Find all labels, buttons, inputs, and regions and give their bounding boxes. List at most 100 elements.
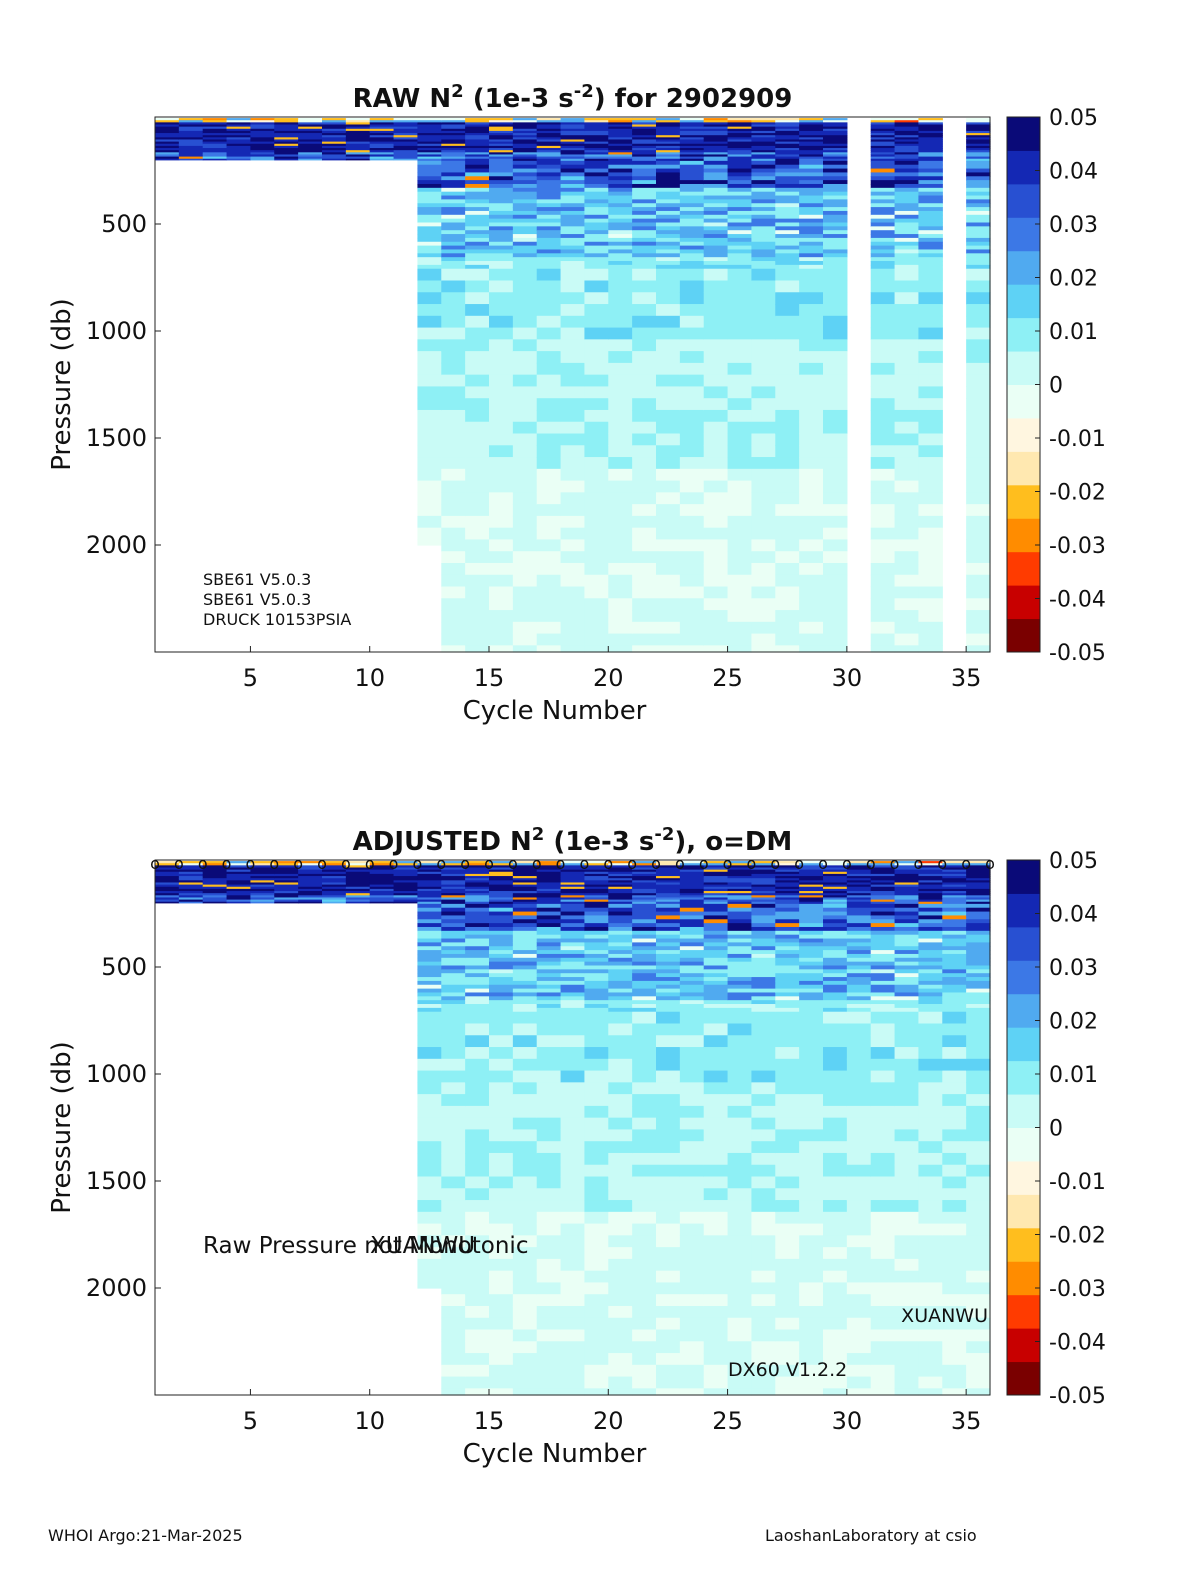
heatmap-cell [489,1058,514,1072]
heatmap-cell [918,261,943,266]
heatmap-cell [178,897,204,901]
heatmap-cell [632,953,657,959]
heatmap-cell [703,1117,729,1131]
heatmap-cell [489,915,514,920]
heatmap-cell [512,222,538,227]
heatmap-cell [823,264,848,270]
heatmap-cell [560,621,586,635]
heatmap-cell [608,969,633,974]
heatmap-cell [775,122,800,126]
heatmap-cell [608,339,633,352]
heatmap-cell [632,143,657,147]
heatmap-cell [918,1317,943,1331]
heatmap-cell [918,1164,943,1178]
heatmap-cell [966,1282,991,1295]
heatmap-cell [489,135,514,138]
heatmap-cell [679,374,705,388]
heatmap-cell [393,895,419,899]
heatmap-cell [703,865,729,869]
heatmap-cell [584,911,609,917]
heatmap-cell [178,873,204,877]
heatmap-cell [870,191,896,197]
heatmap-cell [823,515,848,529]
heatmap-cell [727,268,753,282]
heatmap-cell [966,143,991,147]
heatmap-cell [250,886,275,890]
heatmap-cell [608,923,633,928]
heatmap-cell [274,145,299,149]
heatmap-cell [298,124,323,128]
heatmap-cell [823,942,848,947]
heatmap-cell [465,938,490,943]
heatmap-cell [417,468,442,482]
heatmap-cell [966,926,991,932]
heatmap-cell [679,168,705,174]
heatmap-cell [727,191,753,197]
heatmap-cell [512,120,538,123]
heatmap-cell [727,1211,753,1225]
heatmap-cell [250,873,275,877]
heatmap-cell [441,218,466,224]
heatmap-cell [846,1141,872,1154]
heatmap-cell [560,1294,586,1307]
heatmap-cell [632,1141,657,1154]
heatmap-cell [870,241,896,247]
heatmap-cell [226,137,252,141]
heatmap-cell [536,457,562,470]
heatmap-cell [608,143,633,147]
heatmap-cell [560,551,586,564]
heatmap-cell [393,882,419,886]
heatmap-cell [966,882,991,886]
heatmap-cell [799,160,824,166]
heatmap-cell [775,445,800,458]
heatmap-cell [489,168,514,174]
heatmap-cell [560,876,586,879]
heatmap-cell [656,586,681,599]
heatmap-cell [679,950,705,955]
heatmap-cell [751,863,776,866]
heatmap-cell [465,893,490,896]
heatmap-cell [775,374,800,388]
heatmap-cell [918,120,943,123]
heatmap-cell [632,1176,657,1189]
heatmap-cell [775,895,800,899]
heatmap-cell [465,141,490,145]
heatmap-cell [775,183,800,189]
heatmap-cell [465,386,490,399]
heatmap-cell [489,897,514,901]
heatmap-cell [417,1247,442,1260]
heatmap-cell [727,1341,753,1354]
heatmap-cell [775,191,800,197]
heatmap-cell [274,135,299,138]
heatmap-cell [393,863,419,866]
heatmap-cell [489,903,514,909]
heatmap-cell [751,942,776,947]
heatmap-cell [846,891,872,894]
heatmap-cell [417,911,442,917]
heatmap-cell [751,878,776,881]
heatmap-cell [727,187,753,193]
heatmap-cell [799,901,824,905]
heatmap-cell [512,374,538,388]
heatmap-cell [751,421,776,435]
heatmap-cell [918,984,943,990]
heatmap-cell [560,398,586,411]
heatmap-cell [512,154,538,158]
heatmap-cell [512,180,538,185]
heatmap-cell [918,207,943,212]
heatmap-cell [584,1353,609,1366]
heatmap-cell [656,145,681,149]
heatmap-cell [727,218,753,224]
heatmap-cell [870,468,896,482]
heatmap-cell [345,888,371,892]
heatmap-cell [393,143,419,147]
heatmap-cell [751,888,776,892]
heatmap-cell [560,1353,586,1366]
heatmap-cell [942,886,967,890]
heatmap-cell [870,1305,896,1319]
heatmap-cell [369,871,395,875]
heatmap-cell [465,977,490,982]
heatmap-cell [345,878,371,881]
heatmap-cell [679,504,705,517]
heatmap-cell [918,930,943,936]
